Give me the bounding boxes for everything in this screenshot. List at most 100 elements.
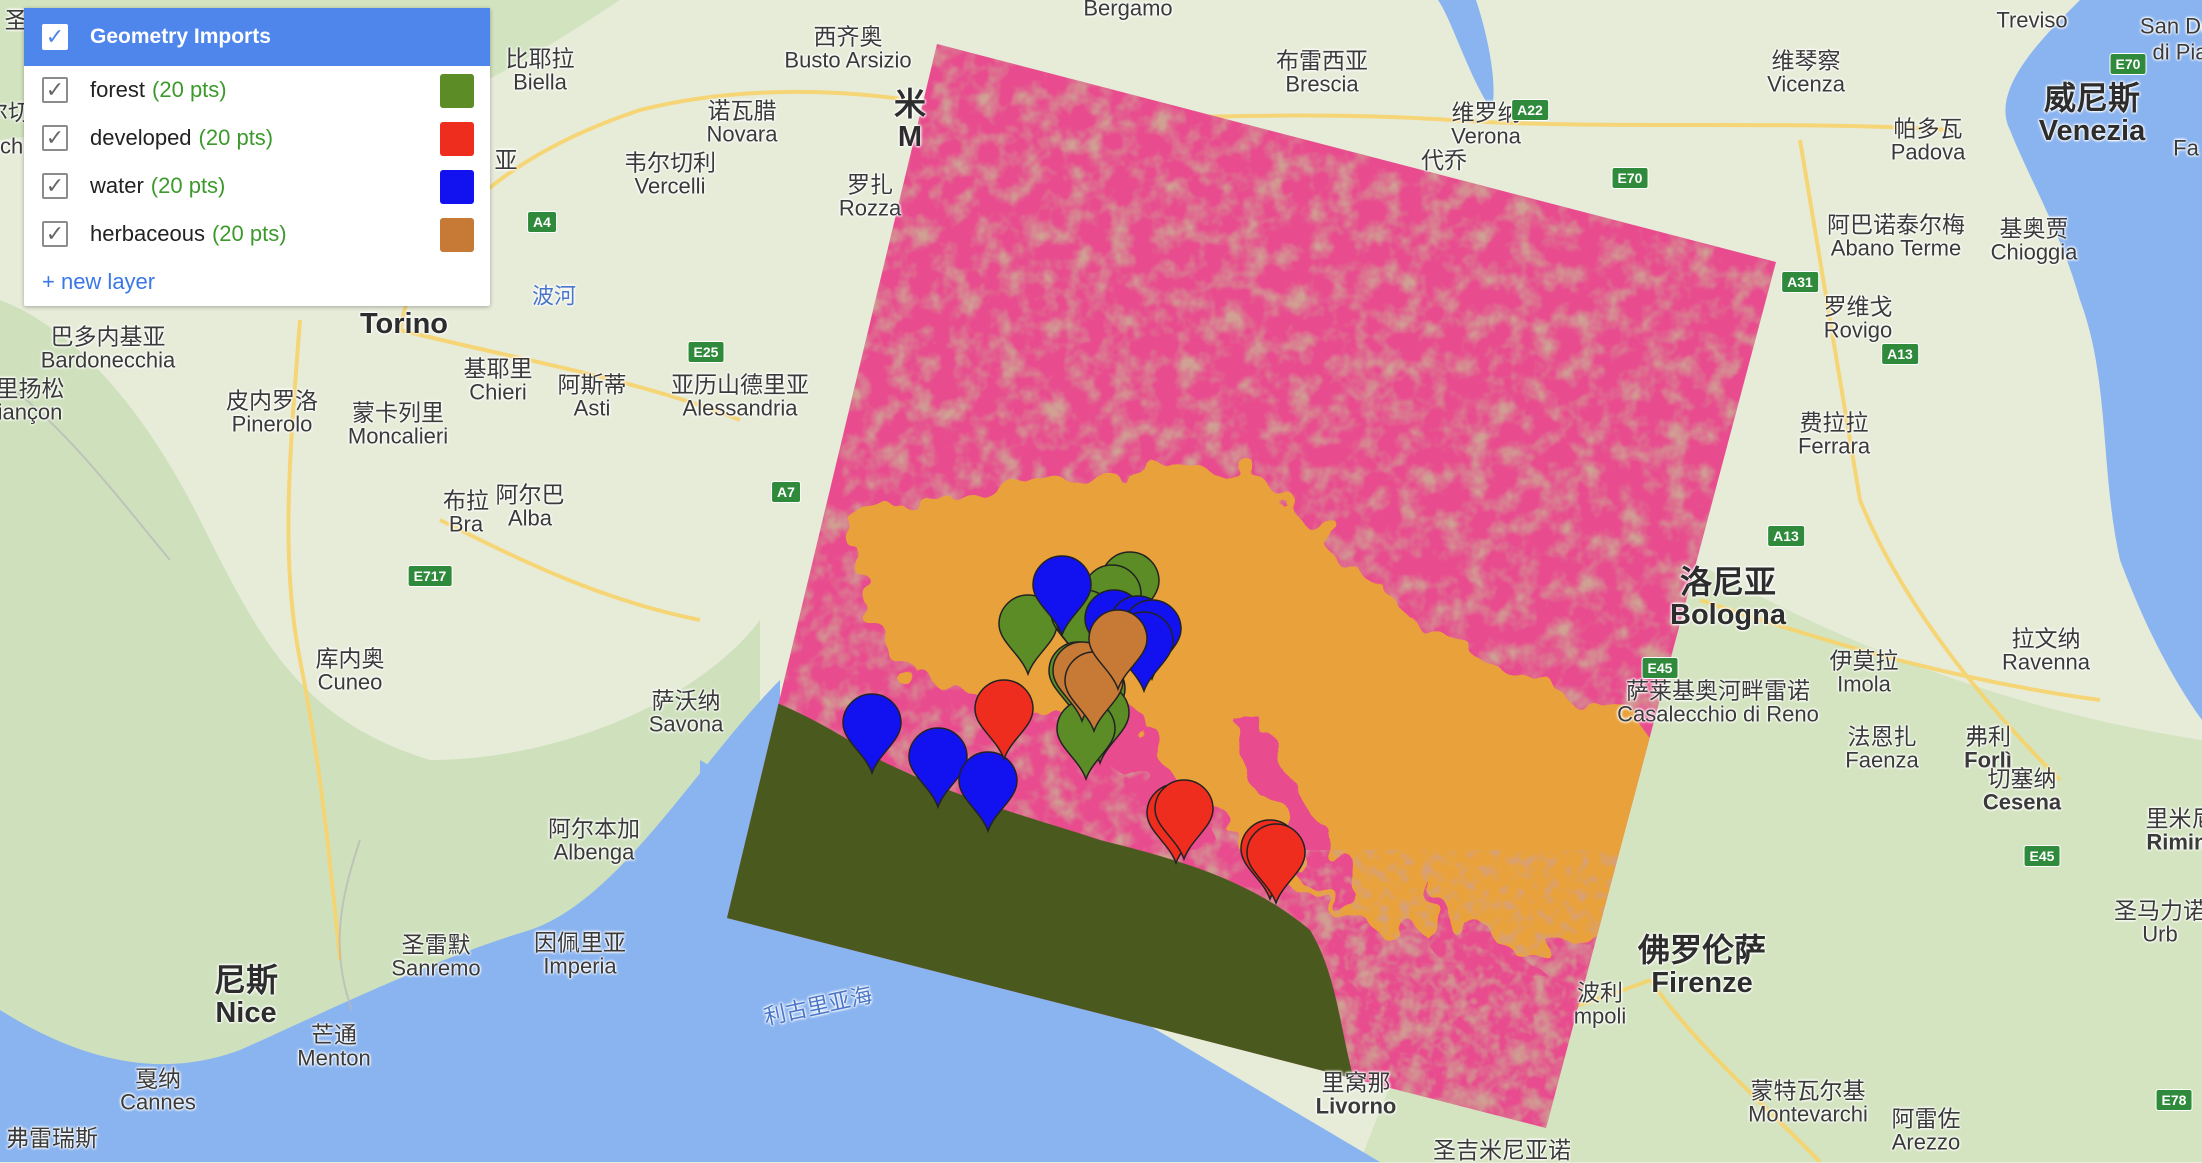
place-label-zh: 威尼斯	[2039, 82, 2145, 116]
highway-shield: A31	[1781, 271, 1819, 293]
place-label-latin: Imola	[1830, 673, 1899, 696]
place-label-zh: 萨沃纳	[649, 688, 724, 712]
place-label-latin: Ferrara	[1798, 435, 1870, 458]
place-label-latin: Menton	[297, 1047, 370, 1070]
highway-shield: E78	[2156, 1089, 2193, 1111]
layer-color-swatch[interactable]	[440, 122, 474, 156]
place-label-zh: 法恩扎	[1845, 724, 1918, 748]
place-label-latin: Albenga	[548, 841, 640, 864]
place-label-zh: 因佩里亚	[534, 930, 626, 954]
place-label-zh: 帕多瓦	[1891, 116, 1966, 140]
layer-row-herbaceous[interactable]: ✓ herbaceous (20 pts)	[24, 210, 490, 258]
header-checkbox[interactable]: ✓	[42, 24, 68, 50]
place-label-zh: 诺瓦腊	[707, 98, 778, 122]
place-label-latin: Chioggia	[1991, 241, 2078, 264]
place-label-zh: 韦尔切利	[624, 150, 716, 174]
place-label-latin: Cannes	[120, 1091, 196, 1114]
place-label-latin: Vercelli	[624, 175, 716, 198]
highway-shield: A4	[527, 211, 557, 233]
layer-color-swatch[interactable]	[440, 218, 474, 252]
place-label-zh: 皮内罗洛	[226, 388, 318, 412]
layer-row-forest[interactable]: ✓ forest (20 pts)	[24, 66, 490, 114]
place-label-zh: 亚历山德里亚	[671, 372, 809, 396]
place-label-zh: 西齐奥	[784, 24, 911, 48]
place-label-zh: 芒通	[297, 1022, 370, 1046]
layer-checkbox-developed[interactable]: ✓	[42, 125, 68, 151]
layer-checkbox-water[interactable]: ✓	[42, 173, 68, 199]
place-label-zh: 弗雷瑞斯	[6, 1126, 98, 1150]
place-label-zh: 尼斯	[214, 964, 278, 998]
place-label-zh: 蒙特瓦尔基	[1748, 1078, 1868, 1102]
place-label-zh: 洛尼亚	[1670, 566, 1786, 600]
layer-row-developed[interactable]: ✓ developed (20 pts)	[24, 114, 490, 162]
place-label-latin: Busto Arsizio	[784, 49, 911, 72]
place-label-latin: Pinerolo	[226, 413, 318, 436]
place-label-latin: Verona	[1451, 125, 1521, 148]
place-label-latin: Ravenna	[2002, 651, 2090, 674]
place-label-latin: Livorno	[1316, 1095, 1397, 1118]
layer-color-swatch[interactable]	[440, 74, 474, 108]
place-label-zh: 布雷西亚	[1276, 48, 1368, 72]
place-label-latin: Brescia	[1276, 73, 1368, 96]
place-label-latin: Faenza	[1845, 749, 1918, 772]
place-label-latin: Treviso	[1996, 8, 2067, 31]
place-label-latin: Firenze	[1638, 968, 1766, 998]
checkmark-icon: ✓	[46, 26, 64, 48]
place-label-latin: mpoli	[1574, 1005, 1627, 1028]
place-label-fudaiqi: 代乔	[1421, 148, 1467, 172]
place-label-zh: 布拉	[443, 488, 489, 512]
place-label-zh: 比耶拉	[506, 46, 575, 70]
place-label-zh: 代乔	[1421, 148, 1467, 172]
place-label-zh: 库内奥	[316, 646, 385, 670]
layer-row-water[interactable]: ✓ water (20 pts)	[24, 162, 490, 210]
checkmark-icon: ✓	[46, 223, 64, 245]
highway-shield: A13	[1767, 525, 1805, 547]
place-label-ya: 亚	[495, 148, 518, 172]
place-label-latin: Rimini	[2146, 831, 2202, 854]
place-label-zh: 阿雷佐	[1892, 1106, 1961, 1130]
place-label-bergamo: Bergamo	[1083, 0, 1172, 20]
layer-checkbox-herbaceous[interactable]: ✓	[42, 221, 68, 247]
place-label-zh: 亚	[495, 148, 518, 172]
place-label-latin: rch	[0, 134, 23, 157]
new-layer-link[interactable]: + new layer	[24, 258, 490, 306]
place-label-latin: Cesena	[1983, 791, 2061, 814]
place-label-zh: 里扬松	[0, 376, 65, 400]
place-label-dipia: di Pia	[2152, 40, 2202, 63]
place-label-latin: Alba	[496, 507, 565, 530]
place-label-latin: Savona	[649, 713, 724, 736]
place-label-zh: 罗维戈	[1824, 294, 1893, 318]
place-label-latin: Biella	[506, 71, 575, 94]
layer-checkbox-forest[interactable]: ✓	[42, 77, 68, 103]
place-label-zh: 萨莱基奥河畔雷诺	[1617, 678, 1819, 702]
place-label-zh: 戛纳	[120, 1066, 196, 1090]
place-label-frejus: 弗雷瑞斯	[6, 1126, 98, 1150]
place-label-zh: 切塞纳	[1983, 766, 2061, 790]
highway-shield: E45	[2024, 845, 2061, 867]
place-label-rimini: 里米尼Rimini	[2146, 806, 2202, 853]
panel-header[interactable]: ✓ Geometry Imports	[24, 8, 490, 66]
place-label-latin: Casalecchio di Reno	[1617, 703, 1819, 726]
layer-color-swatch[interactable]	[440, 170, 474, 204]
layer-name: developed	[90, 125, 192, 151]
checkmark-icon: ✓	[46, 127, 64, 149]
